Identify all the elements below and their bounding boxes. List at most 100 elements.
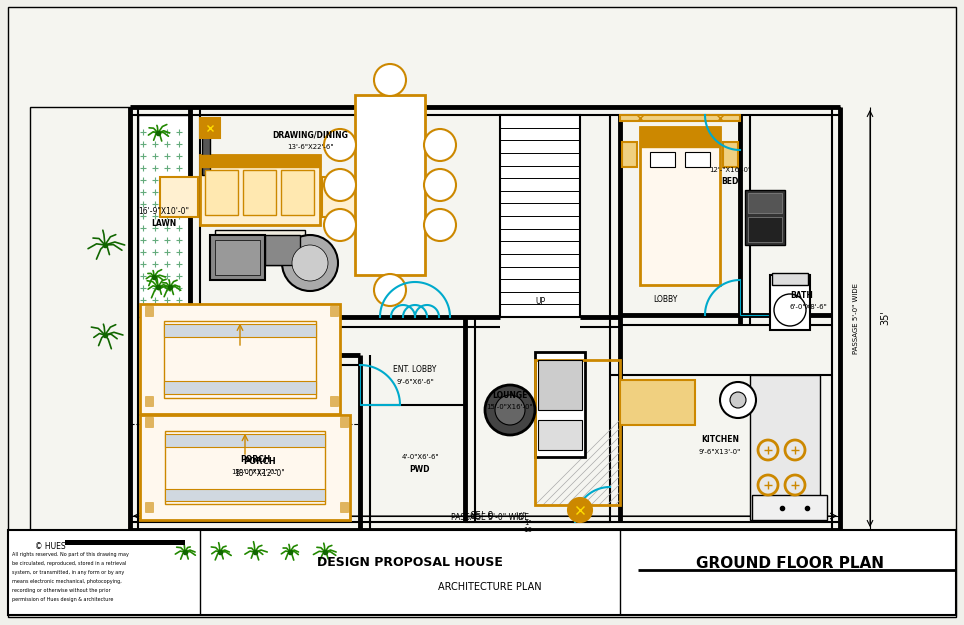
- Text: 35': 35': [880, 311, 890, 326]
- Text: 16'-9"X10'-0": 16'-9"X10'-0": [139, 206, 190, 216]
- Bar: [202, 125, 210, 175]
- Bar: [164, 324, 316, 337]
- Text: 13'-6"X22'-6": 13'-6"X22'-6": [286, 144, 334, 150]
- Text: PASSAGE 5'-0" WIDE: PASSAGE 5'-0" WIDE: [853, 282, 859, 354]
- Bar: [748, 217, 782, 242]
- Bar: [200, 118, 220, 138]
- Circle shape: [730, 392, 746, 408]
- Text: DRAWING/DINING: DRAWING/DINING: [272, 131, 348, 139]
- Text: 1": 1": [524, 520, 532, 526]
- Bar: [770, 275, 810, 330]
- Bar: [165, 489, 325, 501]
- Text: 9'-6"X13'-0": 9'-6"X13'-0": [699, 449, 741, 455]
- Circle shape: [282, 235, 338, 291]
- Text: means electronic mechanical, photocopying,: means electronic mechanical, photocopyin…: [12, 579, 121, 584]
- Bar: [200, 155, 320, 167]
- Text: system, or transmitted, in any form or by any: system, or transmitted, in any form or b…: [12, 570, 124, 575]
- Bar: [330, 306, 338, 316]
- Circle shape: [720, 382, 756, 418]
- Bar: [164, 381, 316, 394]
- Text: DESIGN PROPOSAL HOUSE: DESIGN PROPOSAL HOUSE: [317, 556, 503, 569]
- Bar: [538, 360, 582, 410]
- Bar: [500, 115, 580, 317]
- Circle shape: [485, 385, 535, 435]
- Circle shape: [324, 129, 356, 161]
- Bar: [243, 170, 276, 215]
- Text: 65'-0: 65'-0: [469, 511, 495, 521]
- Bar: [535, 360, 620, 505]
- Text: 9'-6"X6'-6": 9'-6"X6'-6": [396, 379, 434, 385]
- Bar: [640, 127, 720, 285]
- Bar: [65, 540, 185, 545]
- Text: be circulated, reproduced, stored in a retrieval: be circulated, reproduced, stored in a r…: [12, 561, 126, 566]
- Bar: [322, 177, 360, 217]
- Bar: [772, 273, 808, 285]
- Text: 4'-0"X6'-6": 4'-0"X6'-6": [401, 454, 439, 460]
- Bar: [145, 417, 153, 427]
- Bar: [138, 115, 190, 317]
- Bar: [281, 170, 314, 215]
- Bar: [340, 417, 348, 427]
- Text: ENT. LOBBY: ENT. LOBBY: [393, 366, 437, 374]
- Text: 18'-0"X12'-0": 18'-0"X12'-0": [231, 469, 279, 475]
- Bar: [650, 152, 675, 167]
- Bar: [752, 495, 827, 520]
- Bar: [355, 95, 425, 275]
- Text: PORCH: PORCH: [244, 458, 277, 466]
- Text: 12'-"X16'-0": 12'-"X16'-0": [709, 167, 751, 173]
- Bar: [640, 127, 720, 147]
- Bar: [685, 152, 710, 167]
- Bar: [620, 380, 695, 425]
- Circle shape: [374, 64, 406, 96]
- Bar: [750, 375, 820, 520]
- Text: PASSAGE 5'-0" WIDE: PASSAGE 5'-0" WIDE: [451, 514, 529, 522]
- Text: © HUES: © HUES: [35, 542, 66, 551]
- Bar: [205, 170, 238, 215]
- Bar: [748, 193, 782, 213]
- Circle shape: [374, 274, 406, 306]
- Bar: [723, 142, 738, 167]
- Bar: [30, 107, 840, 530]
- Bar: [265, 235, 300, 265]
- Text: permission of Hues design & architecture: permission of Hues design & architecture: [12, 597, 114, 602]
- Text: PORCH: PORCH: [240, 456, 270, 464]
- Text: 15'-0"X16'-0": 15'-0"X16'-0": [487, 404, 533, 410]
- Circle shape: [495, 395, 525, 425]
- Bar: [622, 142, 637, 167]
- Bar: [160, 177, 198, 217]
- Text: BATH: BATH: [790, 291, 813, 299]
- Text: 16: 16: [523, 527, 532, 533]
- Text: UP: UP: [535, 298, 545, 306]
- Bar: [745, 190, 785, 245]
- Bar: [210, 235, 265, 280]
- Text: GROUND FLOOR PLAN: GROUND FLOOR PLAN: [696, 556, 884, 571]
- Bar: [620, 115, 740, 121]
- Bar: [215, 240, 260, 275]
- Text: 6'-0"X8'-6": 6'-0"X8'-6": [790, 304, 828, 310]
- Bar: [330, 396, 338, 406]
- Text: All rights reserved. No part of this drawing may: All rights reserved. No part of this dra…: [12, 552, 129, 557]
- Bar: [145, 502, 153, 512]
- Bar: [165, 434, 325, 446]
- Text: ½": ½": [515, 511, 526, 521]
- Text: recording or otherwise without the prior: recording or otherwise without the prior: [12, 588, 111, 593]
- Text: KITCHEN: KITCHEN: [701, 436, 739, 444]
- Text: BED: BED: [721, 177, 738, 186]
- Circle shape: [424, 169, 456, 201]
- Text: LAWN: LAWN: [151, 219, 176, 229]
- Text: 18'-0"X12'-0": 18'-0"X12'-0": [234, 469, 285, 478]
- Bar: [8, 530, 956, 615]
- Bar: [140, 304, 340, 414]
- Text: LOBBY: LOBBY: [653, 296, 677, 304]
- Circle shape: [324, 169, 356, 201]
- Bar: [340, 502, 348, 512]
- Circle shape: [424, 209, 456, 241]
- Text: ARCHITECTURE PLAN: ARCHITECTURE PLAN: [439, 582, 542, 592]
- Circle shape: [774, 294, 806, 326]
- Text: LOUNGE: LOUNGE: [493, 391, 527, 399]
- Bar: [165, 431, 325, 504]
- Circle shape: [424, 129, 456, 161]
- Bar: [535, 352, 585, 457]
- Circle shape: [292, 245, 328, 281]
- Bar: [140, 415, 350, 520]
